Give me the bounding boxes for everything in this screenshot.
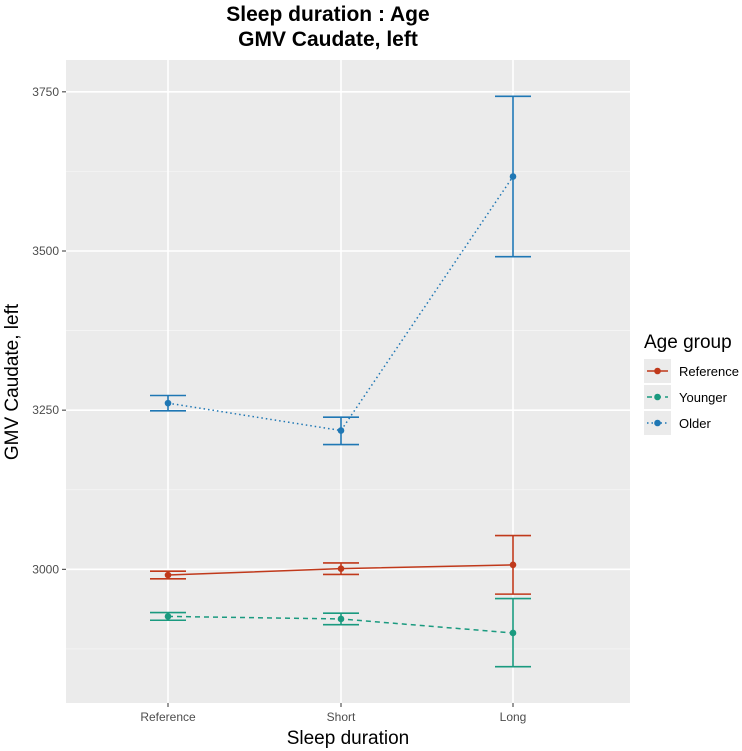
x-tick-label: Short bbox=[327, 710, 356, 724]
y-axis-title: GMV Caudate, left bbox=[2, 303, 23, 460]
x-axis-title: Sleep duration bbox=[287, 728, 410, 749]
data-point bbox=[509, 173, 517, 180]
legend-item-older: Older bbox=[644, 411, 711, 435]
series-reference bbox=[150, 534, 531, 595]
legend-title: Age group bbox=[644, 332, 732, 353]
legend-label: Reference bbox=[679, 364, 739, 379]
x-tick-label: Long bbox=[500, 710, 527, 724]
data-point bbox=[337, 565, 345, 572]
x-tick-label: Reference bbox=[140, 710, 196, 724]
data-point bbox=[337, 615, 345, 623]
data-point bbox=[164, 571, 172, 579]
legend-key-point bbox=[654, 393, 661, 401]
legend-key-point bbox=[654, 367, 661, 375]
legend-item-reference: Reference bbox=[644, 359, 739, 383]
data-point bbox=[509, 629, 517, 637]
chart-subtitle: GMV Caudate, left bbox=[238, 28, 418, 51]
data-point bbox=[337, 427, 345, 434]
data-point bbox=[164, 399, 172, 407]
legend: Age group Reference Younger Older bbox=[644, 332, 739, 435]
series-younger bbox=[150, 597, 531, 668]
series-layer bbox=[150, 95, 531, 668]
legend-label: Younger bbox=[679, 390, 728, 405]
y-tick-label: 3250 bbox=[32, 403, 59, 417]
plot-panel bbox=[66, 60, 630, 703]
chart-title: Sleep duration : Age bbox=[226, 3, 429, 26]
legend-key-point bbox=[654, 419, 661, 427]
axis-ticks: 3000 3250 3500 3750 Reference Short Long bbox=[32, 85, 526, 724]
y-tick-label: 3500 bbox=[32, 244, 59, 258]
y-tick-label: 3750 bbox=[32, 85, 59, 99]
legend-item-younger: Younger bbox=[644, 385, 728, 409]
y-tick-label: 3000 bbox=[32, 562, 59, 576]
data-point bbox=[509, 561, 517, 569]
series-older bbox=[150, 95, 531, 446]
data-point bbox=[164, 613, 172, 620]
legend-label: Older bbox=[679, 416, 711, 431]
